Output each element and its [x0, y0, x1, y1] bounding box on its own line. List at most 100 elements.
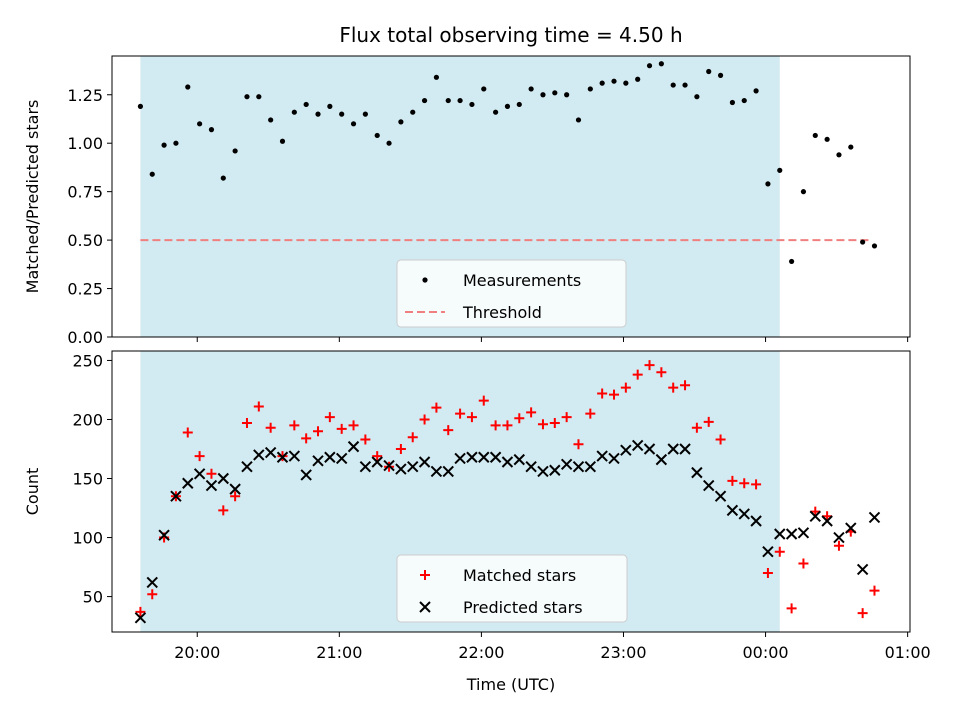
predicted-star-point	[726, 504, 739, 517]
measurement-point	[753, 88, 759, 94]
matched-star-point	[194, 451, 205, 462]
matched-star-point	[727, 475, 738, 486]
y-tick-label: 100	[72, 529, 103, 548]
predicted-star-point	[418, 456, 431, 468]
predicted-star-point	[549, 464, 561, 476]
predicted-star-point	[324, 451, 336, 463]
predicted-star-point	[193, 468, 206, 480]
matched-star-point	[609, 389, 620, 400]
measurement-point	[303, 101, 309, 108]
predicted-star-point	[643, 443, 656, 455]
predicted-star-point	[868, 511, 881, 524]
measurement-point	[327, 103, 333, 109]
y-tick-label: 0.25	[67, 280, 103, 299]
predicted-star-point	[797, 527, 810, 539]
matched-star-point	[549, 418, 560, 429]
measurement-point	[268, 117, 274, 123]
matched-star-point	[751, 479, 762, 490]
measurement-point	[836, 152, 842, 158]
measurement-point	[410, 109, 416, 115]
predicted-star-point	[442, 465, 454, 478]
measurement-point	[398, 119, 404, 125]
predicted-star-point	[395, 463, 407, 475]
measurement-point	[789, 258, 795, 265]
measurement-point	[197, 121, 203, 127]
predicted-star-point	[489, 451, 502, 463]
predicted-star-point	[691, 466, 703, 479]
predicted-star-point	[785, 528, 798, 540]
measurement-point	[540, 92, 546, 98]
predicted-star-point	[537, 465, 549, 478]
measurement-point	[504, 103, 511, 109]
matched-star-point	[478, 395, 489, 406]
predicted-star-point	[667, 443, 679, 455]
measurement-point	[386, 140, 392, 146]
predicted-star-point	[856, 563, 869, 576]
matched-star-point	[241, 418, 252, 429]
y-tick-label: 0.75	[67, 183, 103, 202]
matched-star-point	[798, 558, 809, 569]
predicted-star-point	[703, 479, 715, 492]
matched-star-point	[786, 603, 797, 614]
y-axis-label: Matched/Predicted stars	[23, 100, 42, 294]
axes-frame	[111, 350, 911, 633]
predicted-star-point	[182, 477, 194, 489]
measurement-point	[658, 61, 664, 67]
measurement-point	[433, 74, 440, 80]
predicted-star-point	[300, 469, 312, 481]
predicted-star-point	[241, 460, 253, 473]
predicted-star-point	[631, 439, 644, 452]
y-tick-label: 0.00	[67, 328, 103, 347]
predicted-star-point	[513, 453, 525, 466]
matched-star-point	[265, 422, 276, 433]
measurement-point	[528, 86, 534, 92]
x-tick-label: 00:00	[743, 643, 789, 662]
matched-star-point	[443, 425, 454, 436]
matched-star-point	[585, 408, 596, 419]
predicted-star-point	[276, 451, 289, 463]
predicted-star-point	[738, 508, 750, 520]
measurement-point	[339, 111, 345, 117]
measurement-point	[232, 148, 238, 154]
matched-star-point	[869, 585, 880, 596]
measurement-point	[824, 136, 830, 142]
legend-entry-label: Matched stars	[463, 566, 576, 585]
predicted-star-point	[312, 455, 324, 467]
predicted-star-point	[253, 449, 265, 461]
y-tick-label: 150	[72, 470, 103, 489]
legend-dot-marker	[422, 277, 428, 283]
predicted-star-point	[608, 452, 620, 465]
predicted-star-point	[620, 444, 632, 456]
matched-star-point	[632, 369, 643, 380]
predicted-star-point	[501, 456, 514, 468]
predicted-star-point	[525, 460, 537, 473]
predicted-star-point	[655, 453, 668, 466]
predicted-star-point	[335, 452, 348, 465]
matched-star-point	[620, 382, 631, 393]
matched-star-point	[644, 360, 655, 371]
measurement-point	[279, 138, 286, 144]
matched-star-point	[715, 434, 726, 445]
matched-star-point	[289, 420, 300, 431]
measurement-point	[469, 101, 475, 108]
measurement-point	[694, 94, 700, 100]
legend-entry-label: Measurements	[463, 271, 581, 290]
measurement-point	[635, 76, 641, 82]
predicted-star-point	[359, 460, 372, 473]
measurement-point	[421, 97, 428, 104]
predicted-star-point	[146, 576, 158, 589]
measurement-point	[587, 86, 593, 92]
measurement-point	[812, 132, 818, 139]
x-tick-label: 22:00	[458, 643, 504, 662]
measurement-point	[161, 142, 167, 148]
predicted-star-point	[264, 446, 277, 459]
matched-star-point	[514, 413, 525, 424]
measurement-point	[291, 109, 297, 115]
predicted-star-point	[596, 450, 608, 462]
matched-star-point	[372, 451, 383, 462]
predicted-star-point	[430, 465, 443, 478]
predicted-star-point	[845, 522, 857, 534]
predicted-star-point	[383, 459, 395, 472]
predicted-star-point	[371, 456, 383, 468]
predicted-star-point	[158, 529, 170, 541]
